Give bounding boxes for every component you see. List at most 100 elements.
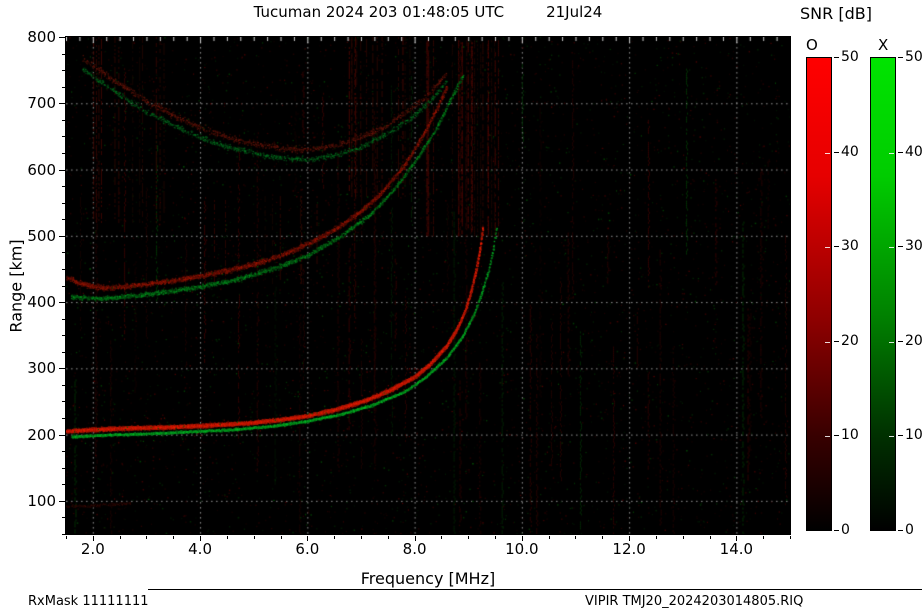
tick-mark	[468, 536, 470, 539]
tick-mark	[62, 70, 65, 72]
colorbar-x-label: X	[878, 36, 889, 54]
x-tick-label: 4.0	[188, 540, 212, 558]
colorbar-tick-mark	[898, 246, 903, 248]
tick-mark	[62, 53, 65, 55]
y-tick-label: 600	[27, 160, 56, 179]
colorbar-tick-mark	[834, 530, 839, 531]
colorbar-tick-mark	[834, 435, 839, 437]
tick-mark	[602, 536, 604, 539]
tick-mark	[59, 302, 65, 304]
tick-mark	[62, 136, 65, 138]
colorbar-tick-label: 20	[841, 332, 859, 349]
colorbar-inner-tick	[825, 436, 830, 438]
tick-mark	[548, 536, 550, 539]
plot-date: 21Jul24	[546, 3, 603, 21]
x-axis-label: Frequency [MHz]	[360, 569, 496, 588]
tick-mark	[62, 351, 65, 353]
y-tick-label: 200	[27, 425, 56, 444]
tick-mark	[146, 536, 148, 539]
colorbar-o-label: O	[806, 36, 818, 54]
tick-mark	[62, 517, 65, 519]
colorbar-tick-label: 10	[841, 427, 859, 444]
x-tick-label: 10.0	[505, 540, 539, 558]
colorbar-o-gradient	[806, 57, 832, 531]
tick-mark	[173, 536, 175, 539]
colorbar-tick-mark	[898, 151, 903, 153]
colorbar-tick-mark	[898, 57, 903, 58]
colorbar-title: SNR [dB]	[800, 4, 872, 23]
file-label: VIPIR TMJ20_2024203014805.RIQ	[585, 594, 804, 609]
tick-mark	[62, 285, 65, 287]
tick-mark	[92, 536, 94, 541]
y-tick-label: 800	[27, 28, 56, 46]
colorbar-tick-mark	[898, 340, 903, 342]
tick-mark	[682, 536, 684, 539]
ionogram-canvas	[66, 37, 790, 534]
tick-mark	[253, 536, 255, 539]
colorbar-tick-label: 30	[841, 238, 859, 255]
colorbar-tick-mark	[834, 340, 839, 342]
colorbar-tick-label: 50	[841, 49, 859, 65]
tick-mark	[62, 152, 65, 154]
colorbar-tick-mark	[834, 151, 839, 153]
tick-mark	[62, 335, 65, 337]
tick-mark	[62, 252, 65, 254]
tick-mark	[62, 119, 65, 121]
colorbar-inner-tick	[825, 341, 830, 343]
tick-mark	[280, 536, 282, 539]
tick-mark	[62, 384, 65, 386]
tick-mark	[575, 536, 577, 539]
tick-mark	[200, 536, 202, 541]
tick-mark	[790, 536, 791, 539]
y-tick-label: 500	[27, 226, 56, 245]
tick-mark	[59, 169, 65, 171]
x-tick-label: 14.0	[719, 540, 754, 558]
colorbar-tick-label: 0	[905, 522, 914, 538]
x-tick-label: 8.0	[402, 540, 427, 558]
plot-title: Tucuman 2024 203 01:48:05 UTC	[253, 3, 505, 21]
tick-mark	[62, 219, 65, 221]
tick-mark	[66, 536, 67, 539]
tick-mark	[59, 37, 65, 38]
colorbar-tick-label: 30	[905, 238, 922, 255]
tick-mark	[736, 536, 738, 541]
tick-mark	[414, 536, 416, 541]
colorbar-x-gradient	[870, 57, 896, 531]
tick-mark	[119, 536, 121, 539]
tick-mark	[495, 536, 497, 539]
tick-mark	[62, 268, 65, 270]
tick-mark	[387, 536, 389, 539]
tick-mark	[59, 235, 65, 237]
colorbar-inner-tick	[889, 341, 894, 343]
x-tick-label: 2.0	[80, 540, 105, 558]
tick-mark	[62, 467, 65, 469]
x-tick-label: 6.0	[295, 540, 320, 558]
tick-mark	[62, 186, 65, 188]
colorbar-tick-label: 0	[841, 522, 850, 538]
colorbar-inner-tick	[889, 436, 894, 438]
tick-mark	[59, 434, 65, 436]
y-tick-label: 700	[27, 94, 56, 113]
tick-mark	[62, 401, 65, 403]
colorbar-tick-label: 20	[905, 332, 922, 349]
tick-mark	[360, 536, 362, 539]
tick-mark	[62, 318, 65, 320]
colorbar-tick-label: 10	[905, 427, 922, 444]
y-tick-label: 100	[27, 491, 56, 510]
tick-mark	[655, 536, 657, 539]
tick-mark	[441, 536, 443, 539]
tick-mark	[709, 536, 711, 539]
footer-divider	[148, 589, 922, 590]
tick-mark	[62, 451, 65, 453]
tick-mark	[62, 484, 65, 486]
tick-mark	[62, 418, 65, 420]
plot-title-row: Tucuman 2024 203 01:48:05 UTC 21Jul24	[65, 3, 791, 21]
colorbar-tick-label: 40	[841, 143, 859, 160]
tick-mark	[763, 536, 765, 539]
tick-mark	[307, 536, 309, 541]
colorbar-inner-tick	[889, 152, 894, 154]
colorbar-tick-mark	[834, 246, 839, 248]
tick-mark	[521, 536, 523, 541]
y-axis-label: Range [km]	[6, 239, 26, 333]
tick-mark	[62, 202, 65, 204]
